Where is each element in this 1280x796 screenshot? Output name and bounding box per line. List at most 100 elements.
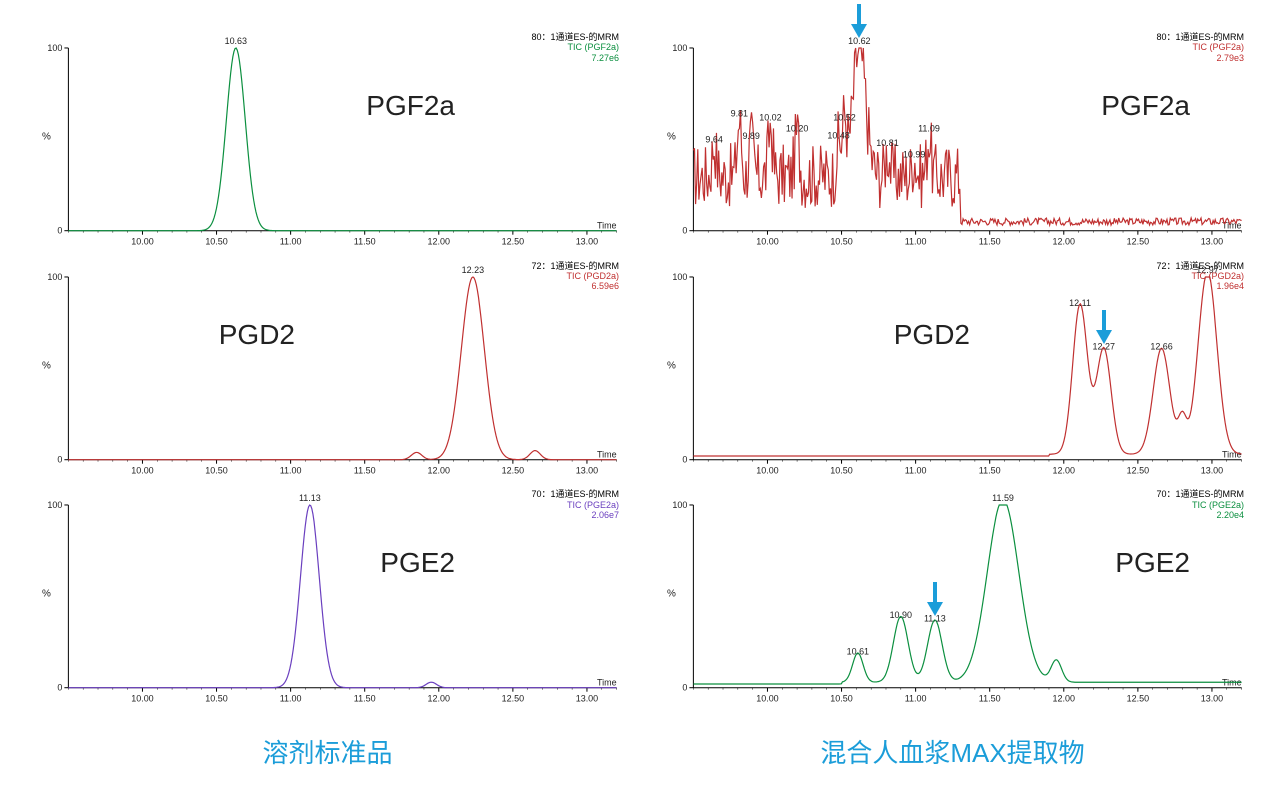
svg-text:Time: Time (597, 449, 617, 459)
compound-label: PGF2a (1101, 90, 1190, 122)
panel-header: 80：1通道ES-的MRMTIC (PGF2a)2.79e3 (1156, 32, 1244, 63)
svg-text:10.50: 10.50 (205, 694, 227, 704)
svg-text:%: % (42, 360, 51, 371)
svg-text:100: 100 (47, 272, 62, 282)
svg-text:11.50: 11.50 (354, 237, 376, 247)
svg-text:10.81: 10.81 (876, 138, 898, 148)
panel-left-pge2: 0 100% 10.00 10.50 11.00 11.50 12.00 12.50 13.00… (30, 487, 625, 712)
svg-text:10.00: 10.00 (756, 465, 778, 475)
svg-text:10.00: 10.00 (131, 694, 153, 704)
arrow-icon (848, 4, 870, 40)
svg-text:Time: Time (1222, 449, 1242, 459)
svg-text:10.63: 10.63 (225, 36, 247, 46)
svg-text:0: 0 (57, 454, 62, 464)
panel-left-pgd2: 0 100% 10.00 10.50 11.00 11.50 12.00 12.50 13.00… (30, 259, 625, 484)
svg-text:13.00: 13.00 (576, 694, 598, 704)
svg-text:Time: Time (597, 221, 617, 231)
bottom-text-right: 混合人血浆MAX提取物 (820, 733, 1084, 770)
svg-text:11.50: 11.50 (354, 694, 376, 704)
svg-text:10.61: 10.61 (847, 647, 869, 657)
svg-text:11.13: 11.13 (299, 493, 321, 503)
svg-text:10.50: 10.50 (205, 465, 227, 475)
svg-text:10.00: 10.00 (131, 237, 153, 247)
svg-text:0: 0 (57, 683, 62, 693)
compound-label: PGE2 (380, 547, 455, 579)
svg-text:10.50: 10.50 (830, 694, 852, 704)
svg-text:13.00: 13.00 (1201, 237, 1223, 247)
svg-text:11.50: 11.50 (979, 694, 1001, 704)
chromatogram-grid: 0 100% 10.00 10.50 11.00 11.50 12.00 12.50 13.00… (0, 0, 1280, 796)
compound-label: PGD2 (219, 319, 295, 351)
svg-text:10.50: 10.50 (205, 237, 227, 247)
panel-header: 70：1通道ES-的MRMTIC (PGE2a)2.20e4 (1156, 489, 1244, 520)
svg-text:11.50: 11.50 (979, 465, 1001, 475)
arrow-icon (1093, 310, 1115, 346)
panel-header: 70：1通道ES-的MRMTIC (PGE2a)2.06e7 (531, 489, 619, 520)
svg-text:10.00: 10.00 (756, 694, 778, 704)
svg-text:11.50: 11.50 (354, 465, 376, 475)
svg-text:13.00: 13.00 (1201, 694, 1223, 704)
arrow-icon (924, 582, 946, 618)
svg-text:12.50: 12.50 (1127, 237, 1149, 247)
panel-left-pgf2a: 0 100% 10.00 10.50 11.00 11.50 12.00 12.50 13.00… (30, 30, 625, 255)
svg-text:12.50: 12.50 (502, 694, 524, 704)
panel-right-pgd2: 0100%10.0010.5011.0011.5012.0012.5013.00… (655, 259, 1250, 484)
svg-text:12.66: 12.66 (1150, 341, 1172, 351)
svg-text:12.00: 12.00 (428, 237, 450, 247)
panel-right-pge2: 0 100% 10.00 10.50 11.00 11.50 12.00 12.50 13.00… (655, 487, 1250, 712)
bottom-label-left: 溶剂标准品 (30, 716, 625, 786)
svg-text:100: 100 (672, 272, 687, 282)
svg-text:10.50: 10.50 (830, 237, 852, 247)
panel-header: 80：1通道ES-的MRMTIC (PGF2a)7.27e6 (531, 32, 619, 63)
svg-text:9.89: 9.89 (742, 131, 759, 141)
svg-text:%: % (42, 589, 51, 600)
bottom-text-left: 溶剂标准品 (262, 733, 392, 770)
compound-label: PGE2 (1115, 547, 1190, 579)
svg-text:%: % (42, 131, 51, 142)
svg-text:100: 100 (47, 500, 62, 510)
svg-text:11.00: 11.00 (280, 465, 302, 475)
svg-text:100: 100 (672, 43, 687, 53)
svg-text:0: 0 (57, 226, 62, 236)
svg-text:12.11: 12.11 (1069, 298, 1091, 308)
svg-text:13.00: 13.00 (576, 465, 598, 475)
svg-text:100: 100 (47, 43, 62, 53)
svg-text:9.81: 9.81 (731, 109, 748, 119)
svg-text:10.00: 10.00 (131, 465, 153, 475)
panel-header: 72：1通道ES-的MRMTIC (PGD2a)6.59e6 (531, 261, 619, 292)
svg-text:10.02: 10.02 (759, 112, 781, 122)
svg-text:10.52: 10.52 (833, 113, 855, 123)
compound-label: PGF2a (366, 90, 455, 122)
svg-text:12.50: 12.50 (1127, 694, 1149, 704)
panel-right-pgf2a: 0100%10.0010.5011.0011.5012.0012.5013.00… (655, 30, 1250, 255)
svg-text:12.00: 12.00 (1053, 694, 1075, 704)
svg-text:12.50: 12.50 (502, 465, 524, 475)
svg-text:0: 0 (682, 683, 687, 693)
svg-text:10.20: 10.20 (786, 124, 808, 134)
svg-text:12.50: 12.50 (1127, 465, 1149, 475)
svg-text:%: % (667, 131, 676, 142)
svg-text:10.50: 10.50 (830, 465, 852, 475)
svg-text:10.90: 10.90 (890, 610, 912, 620)
svg-text:11.09: 11.09 (918, 123, 940, 133)
panel-header: 72：1通道ES-的MRMTIC (PGD2a)1.96e4 (1156, 261, 1244, 292)
bottom-label-right: 混合人血浆MAX提取物 (655, 716, 1250, 786)
svg-text:11.00: 11.00 (280, 694, 302, 704)
compound-label: PGD2 (894, 319, 970, 351)
svg-text:12.50: 12.50 (502, 237, 524, 247)
svg-text:9.64: 9.64 (705, 135, 722, 145)
svg-text:11.50: 11.50 (979, 237, 1001, 247)
svg-text:13.00: 13.00 (576, 237, 598, 247)
svg-text:11.00: 11.00 (905, 237, 927, 247)
svg-text:Time: Time (597, 678, 617, 688)
svg-text:11.00: 11.00 (905, 694, 927, 704)
svg-text:10.48: 10.48 (827, 131, 849, 141)
svg-text:11.00: 11.00 (280, 237, 302, 247)
svg-text:%: % (667, 589, 676, 600)
svg-text:12.00: 12.00 (428, 694, 450, 704)
svg-text:11.59: 11.59 (992, 493, 1014, 503)
svg-text:11.00: 11.00 (905, 465, 927, 475)
svg-text:12.00: 12.00 (428, 465, 450, 475)
svg-text:100: 100 (672, 500, 687, 510)
svg-text:10.99: 10.99 (903, 149, 925, 159)
